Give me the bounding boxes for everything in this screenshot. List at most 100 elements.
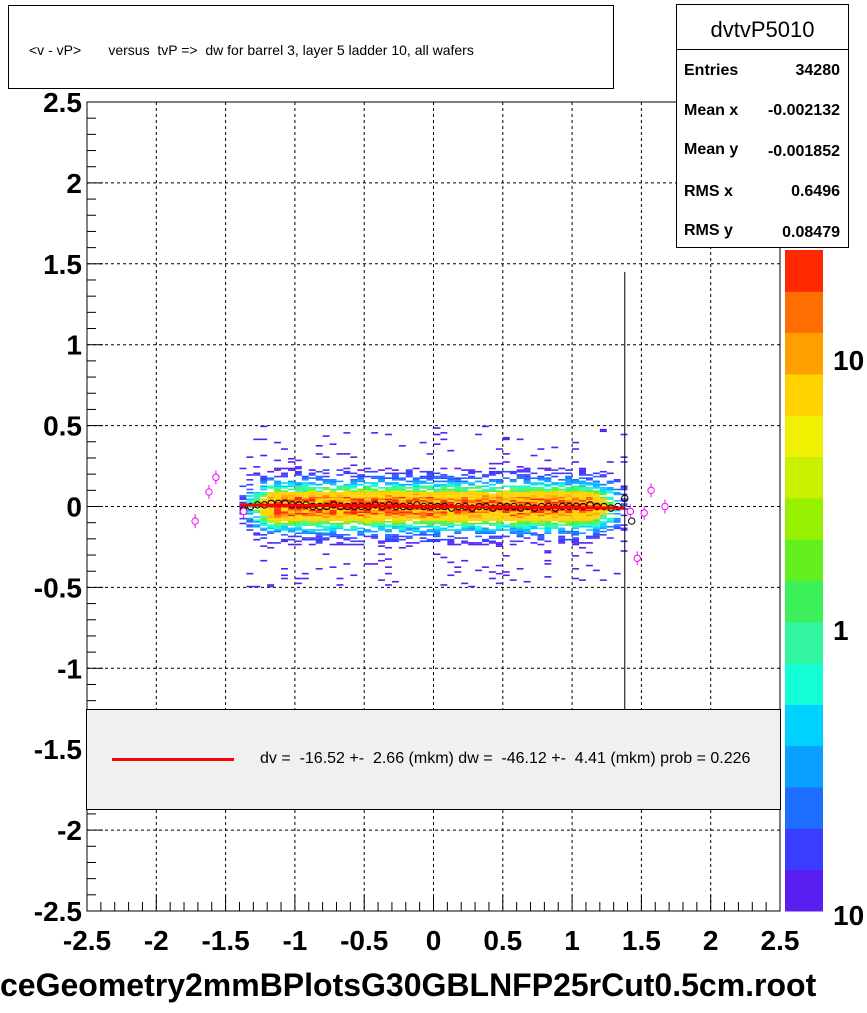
heatmap-cell — [461, 521, 469, 523]
heatmap-cell — [523, 519, 531, 522]
heatmap-cell — [301, 485, 309, 488]
heatmap-cell — [454, 491, 462, 494]
heatmap-cell — [378, 521, 385, 523]
heatmap-cell — [579, 483, 586, 486]
heatmap-cell — [357, 512, 365, 515]
heatmap-cell — [440, 508, 448, 510]
heatmap-cell — [599, 522, 607, 525]
heatmap-cell — [558, 503, 566, 505]
heatmap-cell — [267, 514, 275, 517]
heatmap-cell — [267, 546, 275, 549]
heatmap-cell — [461, 519, 469, 522]
heatmap-cell — [488, 462, 496, 465]
heatmap-cell — [336, 519, 344, 522]
heatmap-cell — [488, 532, 496, 535]
heatmap-cell — [502, 500, 510, 502]
heatmap-cell — [274, 491, 282, 494]
heatmap-cell — [565, 495, 573, 497]
y-tick-label: 0 — [66, 492, 82, 523]
heatmap-cell — [274, 521, 282, 523]
heatmap-cell — [371, 534, 379, 536]
heatmap-cell — [315, 487, 323, 489]
heatmap-cell — [433, 480, 441, 483]
heatmap-cell — [246, 491, 254, 494]
heatmap-cell — [274, 524, 282, 526]
heatmap-cell — [579, 470, 586, 473]
heatmap-cell — [585, 517, 593, 520]
y-tick-label: -2.5 — [34, 896, 82, 927]
heatmap-cell — [579, 522, 586, 525]
heatmap-cell — [620, 529, 628, 531]
heatmap-cell — [488, 537, 496, 539]
heatmap-cell — [274, 519, 282, 522]
heatmap-cell — [592, 503, 600, 505]
heatmap-cell — [537, 493, 545, 496]
heatmap-cell — [606, 501, 614, 504]
heatmap-cell — [482, 474, 489, 476]
heatmap-cell — [378, 516, 385, 518]
heatmap-cell — [488, 540, 496, 543]
heatmap-cell — [426, 470, 434, 473]
heatmap-cell — [412, 525, 420, 528]
heatmap-cell — [412, 490, 420, 492]
heatmap-cell — [558, 542, 566, 544]
heatmap-cell — [322, 519, 330, 522]
heatmap-cell — [475, 496, 483, 499]
heatmap-cell — [558, 537, 566, 539]
heatmap-cell — [447, 483, 455, 486]
heatmap-cell — [322, 482, 330, 484]
heatmap-cell — [585, 516, 593, 518]
heatmap-cell — [322, 509, 330, 512]
heatmap-cell — [294, 511, 302, 513]
heatmap-cell — [301, 483, 309, 486]
heatmap-cell — [371, 500, 379, 502]
heatmap-cell — [516, 534, 524, 536]
x-tick-label: -0.5 — [340, 925, 388, 956]
heatmap-cell — [592, 522, 600, 525]
heatmap-cell — [281, 529, 288, 531]
stat-value-mean-x: -0.002132 — [767, 102, 840, 119]
heatmap-cell — [287, 530, 295, 533]
heatmap-cell — [274, 483, 282, 486]
heatmap-cell — [426, 498, 434, 501]
heatmap-cell — [294, 532, 302, 535]
heatmap-cell — [482, 512, 489, 515]
heatmap-cell — [502, 495, 510, 497]
heatmap-cell — [329, 566, 337, 568]
heatmap-cell — [253, 506, 261, 509]
heatmap-cell — [606, 488, 614, 491]
heatmap-cell — [475, 500, 483, 502]
heatmap-cell — [461, 495, 469, 497]
heatmap-cell — [412, 503, 420, 505]
heatmap-cell — [426, 474, 434, 476]
heatmap-cell — [551, 491, 559, 494]
heatmap-cell — [294, 501, 302, 504]
heatmap-cell — [384, 529, 392, 531]
heatmap-cell — [565, 483, 573, 486]
heatmap-cell — [572, 482, 580, 484]
heatmap-cell — [488, 522, 496, 525]
heatmap-cell — [412, 534, 420, 536]
heatmap-cell — [371, 432, 379, 434]
heatmap-cell — [558, 485, 566, 488]
heatmap-cell — [433, 519, 441, 522]
heatmap-cell — [558, 530, 566, 533]
heatmap-cell — [579, 477, 586, 479]
heatmap-cell — [482, 529, 489, 531]
heatmap-cell — [516, 470, 524, 473]
heatmap-cell — [405, 483, 413, 486]
heatmap-cell — [301, 496, 309, 499]
heatmap-cell — [509, 470, 517, 473]
heatmap-cell — [551, 501, 559, 504]
heatmap-cell — [620, 493, 628, 496]
heatmap-cell — [329, 480, 337, 483]
heatmap-cell — [274, 522, 282, 525]
heatmap-cell — [585, 509, 593, 512]
heatmap-cell — [447, 540, 455, 543]
heatmap-cell — [322, 491, 330, 494]
heatmap-cell — [572, 522, 580, 525]
heatmap-cell — [419, 441, 427, 444]
heatmap-cell — [509, 529, 517, 531]
heatmap-cell — [606, 521, 614, 523]
heatmap-cell — [558, 504, 566, 507]
